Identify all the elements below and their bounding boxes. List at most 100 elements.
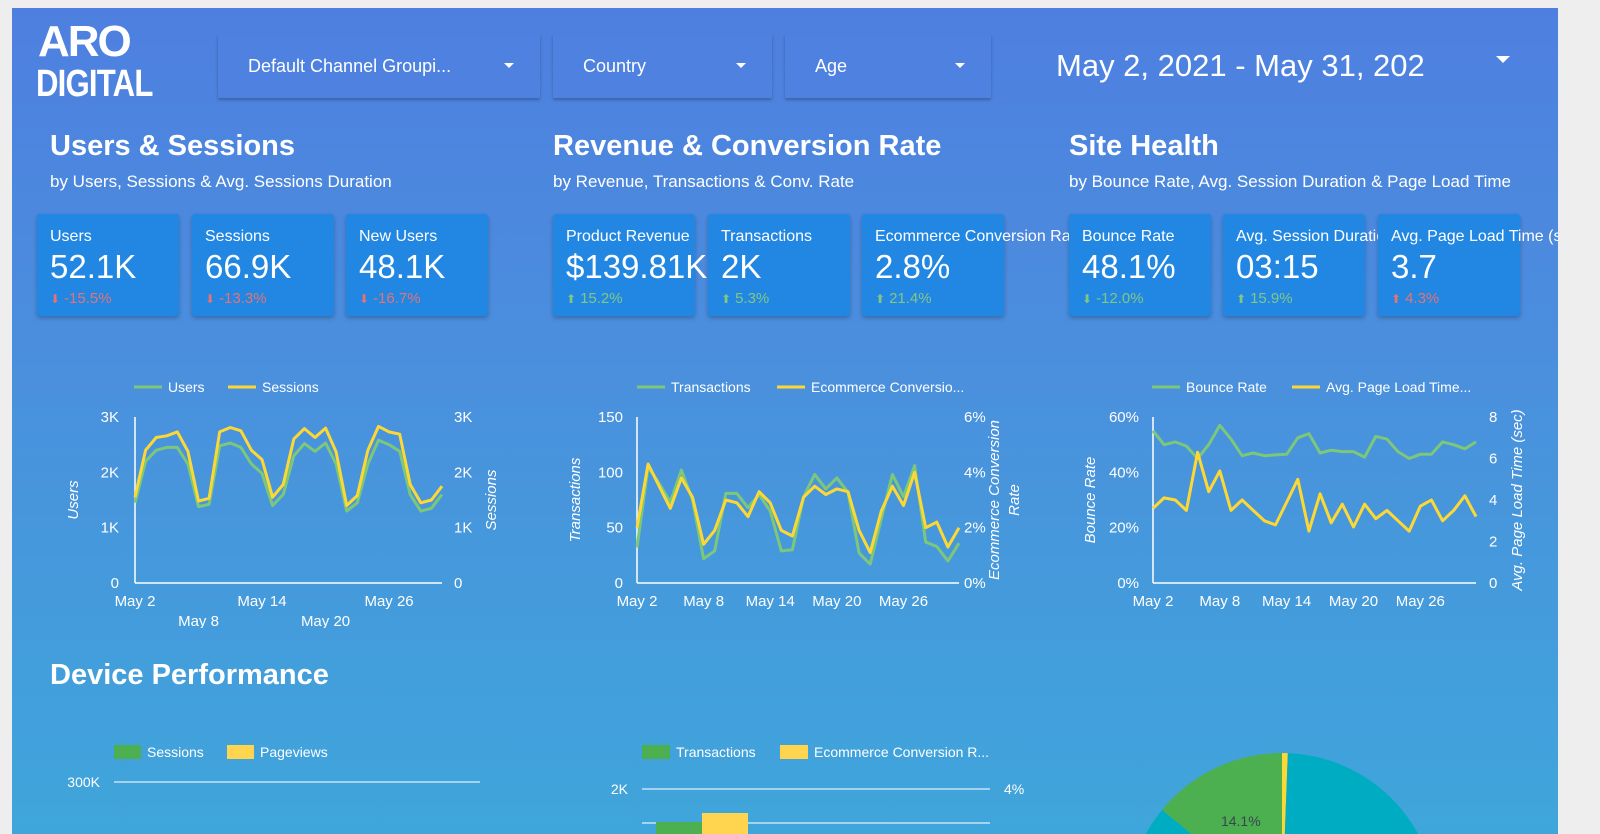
legend-swatch-0: [114, 745, 141, 759]
right-axis-title: Ecommerce Conversion: [986, 420, 1003, 580]
section-title-health: Site Health: [1069, 130, 1219, 162]
pie-slice-0: [1161, 753, 1282, 834]
kpi-label: Sessions: [205, 228, 270, 245]
section-subtitle-health: by Bounce Rate, Avg. Session Duration & …: [1069, 172, 1511, 191]
kpi-label: Avg. Page Load Time (sec): [1391, 228, 1558, 245]
left-tick-label: 2K: [101, 464, 119, 481]
left-tick-label: 100: [598, 464, 623, 481]
kpi-delta: ⬆ 21.4%: [875, 290, 932, 307]
kpi-card-avg-session-duration: Avg. Session Duration 03:15 ⬆ 15.9%: [1223, 214, 1394, 316]
left-tick-label: 50: [606, 520, 623, 537]
x-tick-label: May 20: [301, 613, 350, 628]
kpi-delta-value: 15.9%: [1250, 290, 1293, 307]
kpi-card-bounce-rate: Bounce Rate 48.1% ⬇ -12.0%: [1069, 214, 1211, 316]
kpi-delta: ⬆ 15.9%: [1236, 290, 1293, 307]
channel-grouping-filter[interactable]: Default Channel Groupi...: [218, 34, 540, 98]
section-subtitle-users: by Users, Sessions & Avg. Sessions Durat…: [50, 172, 392, 191]
device-sessions-pageviews-chart: Sessions Pageviews 300K: [67, 744, 480, 790]
x-tick-label: May 8: [178, 613, 219, 628]
kpi-delta: ⬇ -15.5%: [50, 290, 112, 307]
x-tick-label: May 8: [1199, 593, 1240, 610]
left-tick-label: 1K: [101, 520, 119, 537]
kpi-card-users: Users 52.1K ⬇ -15.5%: [37, 214, 179, 316]
transactions-conversion-chart: Transactions Ecommerce Conversio... 0 50 100…: [567, 379, 1023, 610]
kpi-delta-value: 5.3%: [735, 290, 770, 307]
right-tick-label: 4: [1489, 492, 1497, 509]
arrow-up-icon: ⬆: [566, 292, 577, 306]
section-title-device: Device Performance: [50, 659, 329, 691]
kpi-value: 3.7: [1391, 248, 1437, 285]
left-axis-title: Bounce Rate: [1082, 457, 1099, 544]
y-tick-label: 300K: [67, 774, 100, 790]
kpi-delta-value: -15.5%: [64, 290, 112, 307]
kpi-value: 48.1%: [1082, 248, 1176, 285]
right-tick-label: 0: [1489, 575, 1497, 592]
kpi-value: 2K: [721, 248, 762, 285]
arrow-up-icon: ⬆: [875, 292, 886, 306]
left-tick-label: 150: [598, 409, 623, 426]
kpi-delta: ⬇ -16.7%: [359, 290, 421, 307]
legend-swatch-1: [780, 745, 808, 759]
pie-slice-2: [1145, 753, 1419, 834]
country-filter[interactable]: Country: [553, 34, 772, 98]
kpi-value: $139.81K: [566, 248, 708, 285]
kpi-value: 03:15: [1236, 248, 1319, 285]
kpi-card-new-users: New Users 48.1K ⬇ -16.7%: [346, 214, 488, 316]
pie-slice-1: [1282, 753, 1288, 834]
left-tick-label: 2K: [611, 781, 629, 797]
aro-digital-logo: ARO DIGITAL: [36, 20, 153, 110]
x-tick-label: May 14: [746, 593, 795, 610]
arrow-up-icon: ⬆: [721, 292, 732, 306]
legend-label-1: Ecommerce Conversion R...: [814, 744, 989, 760]
date-range-picker[interactable]: May 2, 2021 - May 31, 2021: [1056, 34, 1536, 98]
bar-transactions: [656, 822, 702, 834]
legend-swatch-0: [642, 745, 670, 759]
age-filter[interactable]: Age: [785, 34, 991, 98]
kpi-delta: ⬆ 4.3%: [1391, 290, 1439, 307]
series-line-sessions: [133, 424, 444, 507]
right-tick-label: 8: [1489, 409, 1497, 426]
arrow-down-icon: ⬇: [50, 292, 61, 306]
kpi-value: 2.8%: [875, 248, 951, 285]
legend-label-0: Transactions: [676, 744, 756, 760]
device-share-pie-chart: 14.1%: [1145, 753, 1419, 834]
legend-label-1: Avg. Page Load Time...: [1326, 379, 1471, 395]
section-subtitle-revenue: by Revenue, Transactions & Conv. Rate: [553, 172, 855, 191]
kpi-label: Bounce Rate: [1082, 228, 1175, 245]
x-tick-label: May 2: [115, 593, 156, 610]
chevron-down-icon: [1496, 56, 1510, 63]
section-title-revenue: Revenue & Conversion Rate: [553, 130, 942, 162]
x-tick-label: May 2: [617, 593, 658, 610]
legend-label-1: Ecommerce Conversio...: [811, 379, 964, 395]
kpi-delta-value: 21.4%: [889, 290, 932, 307]
kpi-delta-value: 4.3%: [1405, 290, 1440, 307]
kpi-label: Avg. Session Duration: [1236, 228, 1395, 245]
series-line-users: [133, 438, 444, 513]
kpi-delta-value: -12.0%: [1096, 290, 1144, 307]
filter-label: Default Channel Groupi...: [248, 55, 452, 76]
kpi-card-ecommerce-conversion-rate: Ecommerce Conversion Rate 2.8% ⬆ 21.4%: [862, 214, 1084, 316]
section-title-users: Users & Sessions: [50, 130, 296, 162]
filter-label: Age: [815, 55, 848, 76]
right-axis-title: Sessions: [483, 469, 500, 530]
legend-swatch-1: [227, 745, 254, 759]
arrow-down-icon: ⬇: [205, 292, 216, 306]
kpi-delta-value: -13.3%: [219, 290, 267, 307]
legend-label-1: Sessions: [262, 379, 319, 395]
kpi-delta-value: -16.7%: [373, 290, 421, 307]
kpi-card-sessions: Sessions 66.9K ⬇ -13.3%: [192, 214, 334, 316]
left-axis-title: Users: [65, 480, 82, 520]
kpi-label: Users: [50, 228, 92, 245]
right-tick-label: 0: [454, 575, 462, 592]
right-tick-label: 4%: [1004, 781, 1024, 797]
arrow-down-icon: ⬇: [1082, 292, 1093, 306]
kpi-card-transactions: Transactions 2K ⬆ 5.3%: [708, 214, 850, 316]
series-line-ecommerce-conversion-rate: [635, 462, 961, 555]
legend-label-0: Bounce Rate: [1186, 379, 1267, 395]
date-range-label: May 2, 2021 - May 31, 2021: [1056, 48, 1426, 83]
series-line-bounce-rate: [1151, 423, 1477, 460]
kpi-label: Transactions: [721, 228, 812, 245]
x-tick-label: May 8: [683, 593, 724, 610]
left-axis-title: Transactions: [567, 457, 584, 542]
chevron-down-icon: [736, 63, 746, 68]
